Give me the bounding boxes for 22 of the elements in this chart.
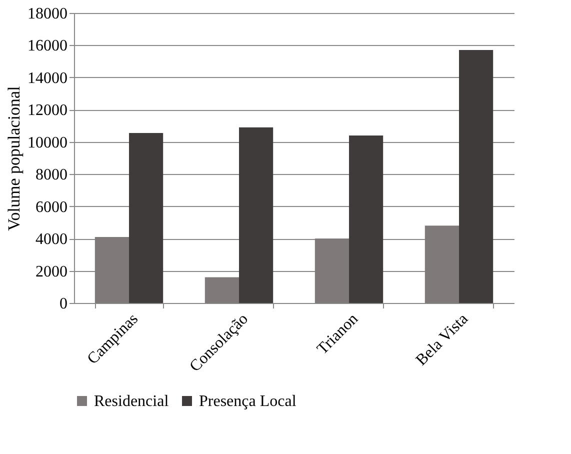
bar	[204, 277, 239, 303]
y-axis-title: Volume populacional	[4, 86, 24, 231]
bar	[459, 50, 494, 303]
y-tick-label: 4000	[36, 231, 68, 248]
bar	[94, 236, 129, 303]
y-tick-label: 18000	[28, 6, 68, 22]
y-tick-label: 2000	[36, 263, 68, 280]
bar	[129, 133, 164, 303]
y-tick-label: 16000	[28, 38, 68, 55]
y-tick-label: 6000	[36, 198, 68, 216]
legend-label: Residencial	[94, 393, 170, 410]
legend-label: Presença Local	[199, 393, 297, 410]
y-tick-label: 0	[60, 296, 68, 312]
bar	[424, 226, 459, 303]
x-tick-label: Bela Vista	[412, 310, 472, 370]
y-tick-label: 8000	[36, 166, 68, 184]
bar	[349, 135, 384, 303]
y-tick-label: 14000	[28, 70, 68, 87]
y-tick-label: 10000	[28, 134, 68, 152]
y-tick-label: 12000	[28, 102, 68, 120]
bar	[239, 127, 274, 303]
bar	[314, 238, 349, 303]
